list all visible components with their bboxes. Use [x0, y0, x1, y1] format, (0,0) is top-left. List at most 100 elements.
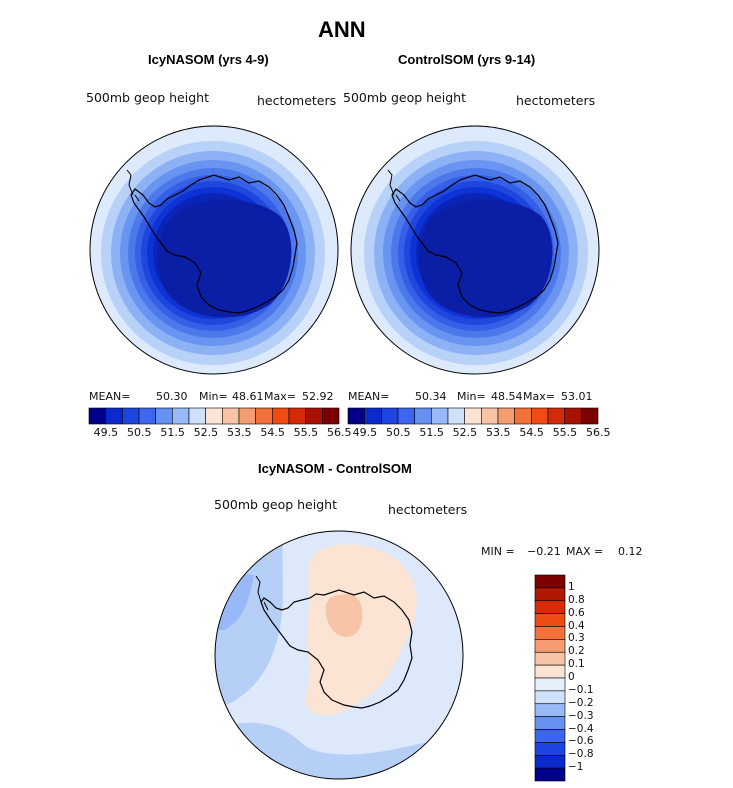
colorbar-tick-label: 50.5: [386, 426, 411, 439]
colorbar-tick-label: 52.5: [452, 426, 478, 439]
left-variable-label: 500mb geop height: [86, 90, 209, 105]
map-border: [89, 125, 339, 375]
right-peninsula-coastline: [387, 169, 401, 202]
colorbar-swatch: [497, 407, 515, 425]
colorbar-swatch: [447, 407, 465, 425]
diff-map-border: [214, 530, 464, 780]
colorbar-swatch: [105, 407, 123, 425]
colorbar-swatch: [88, 407, 106, 425]
diff-min-label: MIN =: [481, 545, 515, 558]
colorbar-tick-label: 55.5: [293, 426, 319, 439]
colorbar-tick-label: 50.5: [127, 426, 152, 439]
diff-colorbar-swatch: [534, 767, 566, 782]
right-min-label: Min=: [457, 390, 486, 403]
diff-positive-core: [325, 594, 363, 637]
colorbar-swatch: [272, 407, 290, 425]
page-title: ANN: [318, 17, 366, 42]
left-max-value: 52.92: [302, 390, 334, 403]
diff-colorbar-tick-label: −0.3: [568, 709, 594, 722]
colorbar-tick-label: 52.5: [193, 426, 219, 439]
colorbar-swatch: [238, 407, 256, 425]
diff-colorbar-tick-label: 0: [568, 671, 575, 683]
colorbar-swatch: [397, 407, 415, 425]
colorbar-swatch: [122, 407, 140, 425]
diff-polar-map: [214, 530, 464, 780]
diff-colorbar-swatch: [534, 742, 566, 756]
left-antarctica-coastline: [130, 174, 298, 314]
colorbar-tick-label: 56.5: [327, 426, 352, 439]
colorbar-swatch: [564, 407, 582, 425]
left-mean-label: MEAN=: [89, 390, 131, 403]
diff-colorbar-swatch: [534, 754, 566, 769]
left-panel-title: IcyNASOM (yrs 4-9): [148, 52, 269, 67]
right-panel-title: ControlSOM (yrs 9-14): [398, 52, 536, 67]
right-variable-label: 500mb geop height: [343, 90, 466, 105]
diff-colorbar-tick-label: −0.8: [568, 748, 594, 761]
diff-colorbar-swatch: [534, 639, 566, 653]
diff-min-value: −0.21: [527, 545, 561, 558]
colorbar-tick-label: 55.5: [552, 426, 578, 439]
colorbar-tick-label: 54.5: [260, 426, 285, 439]
diff-positive-region: [305, 544, 417, 716]
left-min-value: 48.61: [232, 390, 264, 403]
core-low-region: [157, 199, 292, 318]
left-min-label: Min=: [199, 390, 228, 403]
left-max-label: Max=: [264, 390, 296, 403]
core-low-region: [418, 199, 553, 318]
diff-colorbar-swatch: [534, 690, 566, 705]
colorbar-swatch: [514, 407, 532, 425]
colorbar-swatch: [581, 407, 599, 425]
left-colorbar: [88, 407, 340, 425]
diff-max-value: 0.12: [618, 545, 643, 558]
diff-colorbar-tick-label: 0.3: [568, 632, 585, 645]
diff-peninsula-coastline: [255, 575, 269, 611]
left-units-label: hectometers: [257, 93, 337, 108]
diff-colorbar-tick-label: −1: [568, 761, 584, 774]
diff-variable-label: 500mb geop height: [214, 497, 337, 512]
colorbar-swatch: [288, 407, 306, 425]
diff-colorbar-tick-label: 0.6: [568, 606, 585, 619]
colorbar-swatch: [155, 407, 173, 425]
colorbar-swatch: [547, 407, 565, 425]
diff-colorbar-swatch: [534, 587, 566, 602]
diff-colorbar-tick-label: 1: [568, 580, 575, 593]
diff-colorbar-swatch: [534, 613, 566, 627]
colorbar-swatch: [205, 407, 223, 425]
map-border: [350, 125, 600, 375]
colorbar-tick-label: 53.5: [486, 426, 511, 439]
left-mean-value: 50.30: [156, 390, 188, 403]
right-max-label: Max=: [523, 390, 555, 403]
colorbar-swatch: [464, 407, 482, 425]
diff-colorbar-swatch: [534, 664, 566, 679]
colorbar-swatch: [347, 407, 365, 425]
colorbar-swatch: [381, 407, 399, 425]
diff-panel-title: IcyNASOM - ControlSOM: [258, 461, 412, 476]
diff-colorbar-tick-label: 0.4: [568, 619, 585, 632]
diff-antarctica-coastline: [260, 589, 413, 709]
colorbar-swatch: [138, 407, 156, 425]
left-polar-map: [89, 125, 339, 375]
colorbar-swatch: [531, 407, 549, 425]
diff-colorbar: [534, 574, 566, 782]
diff-colorbar-swatch: [534, 600, 566, 614]
diff-colorbar-swatch: [534, 729, 566, 743]
colorbar-tick-label: 54.5: [519, 426, 544, 439]
left-map-contours: [89, 125, 339, 375]
colorbar-swatch: [172, 407, 190, 425]
right-units-label: hectometers: [516, 93, 596, 108]
diff-colorbar-swatch: [534, 677, 566, 692]
diff-colorbar-swatch: [534, 716, 566, 730]
left-peninsula-coastline: [126, 169, 140, 202]
right-polar-map: [350, 125, 600, 375]
diff-colorbar-swatch: [534, 574, 566, 589]
colorbar-tick-label: 53.5: [227, 426, 252, 439]
diff-colorbar-tick-label: 0.1: [568, 658, 585, 671]
colorbar-swatch: [222, 407, 240, 425]
colorbar-swatch: [305, 407, 323, 425]
right-colorbar: [347, 407, 599, 425]
diff-units-label: hectometers: [388, 502, 468, 517]
colorbar-tick-label: 49.5: [93, 426, 119, 439]
right-mean-value: 50.34: [415, 390, 447, 403]
right-antarctica-coastline: [391, 174, 559, 314]
colorbar-swatch: [322, 407, 340, 425]
